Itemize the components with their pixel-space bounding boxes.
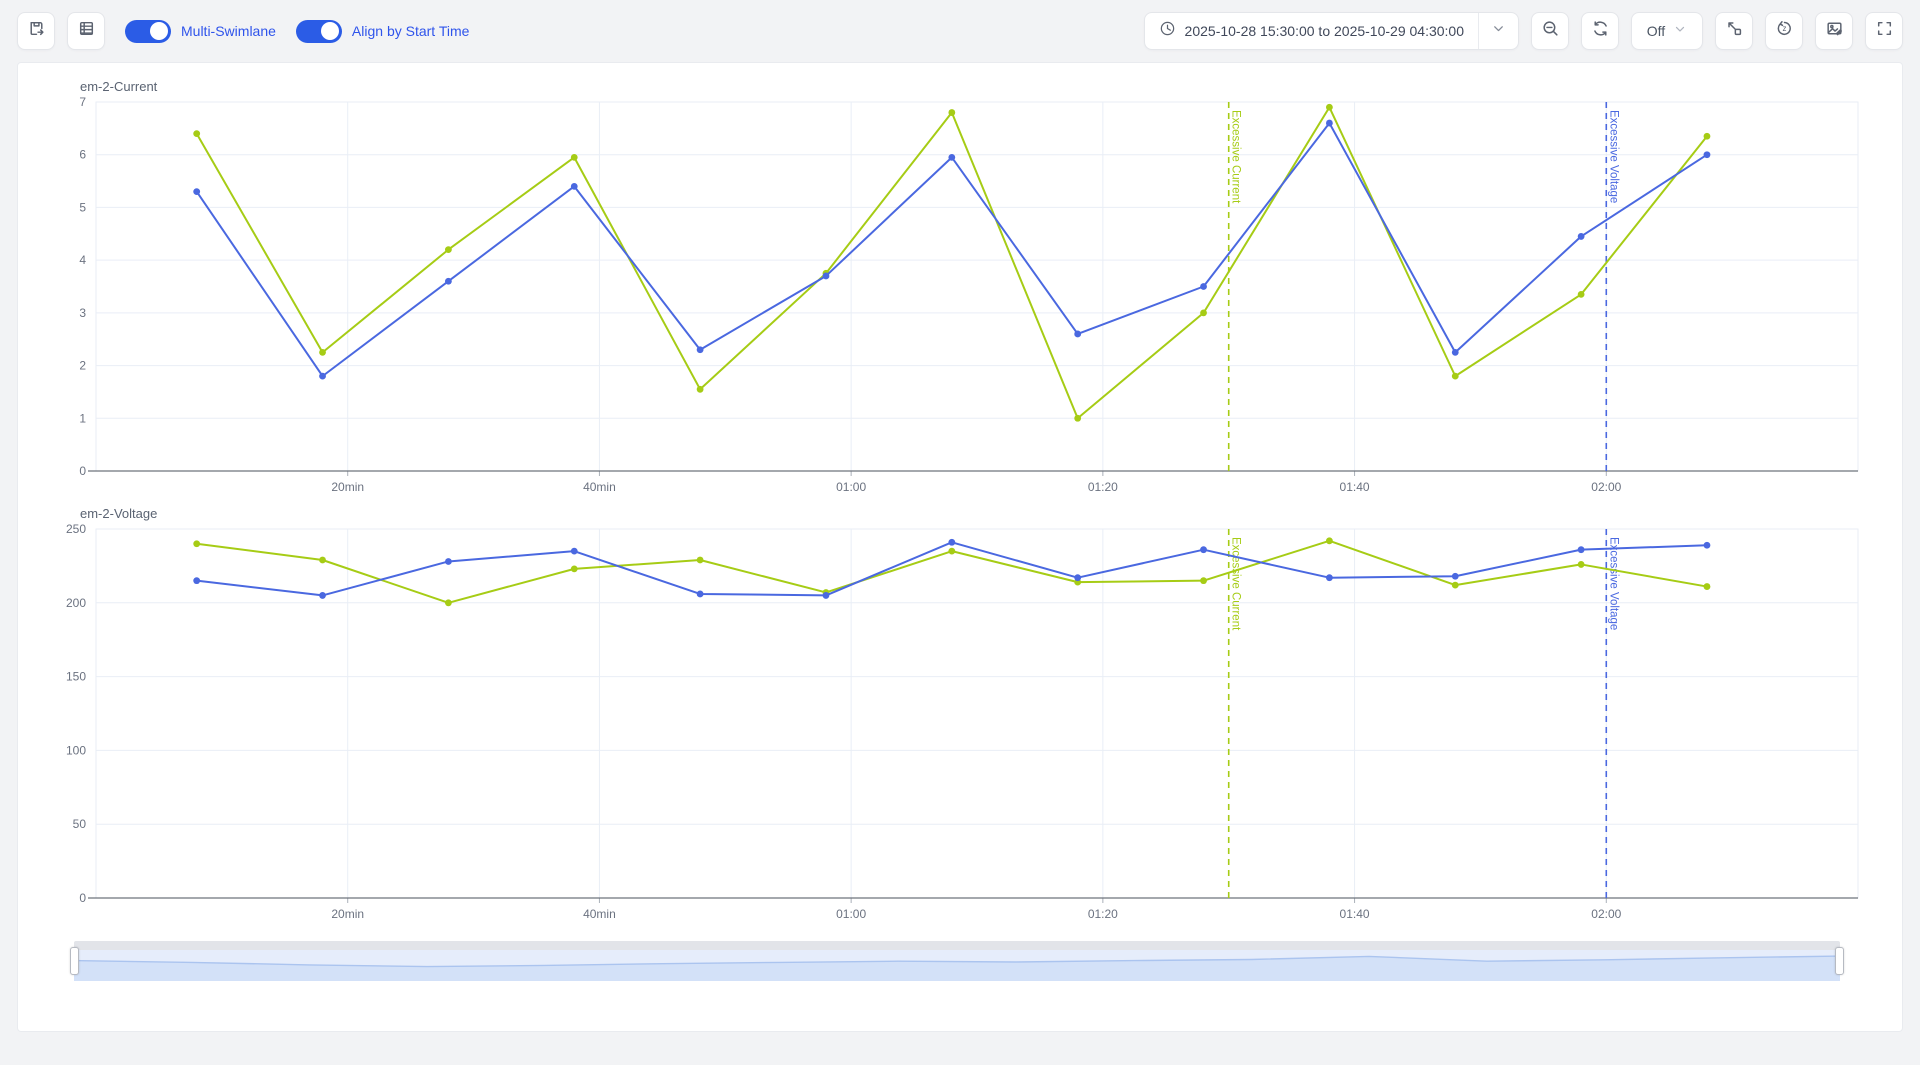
refresh-icon <box>1591 19 1610 43</box>
datazoom-track <box>74 941 1840 950</box>
svg-text:5: 5 <box>79 200 86 214</box>
auto-refresh-value: Off <box>1646 23 1666 39</box>
svg-text:Excessive Voltage: Excessive Voltage <box>1607 110 1619 203</box>
svg-text:02:00: 02:00 <box>1591 480 1621 494</box>
collapse-button[interactable] <box>1715 12 1753 50</box>
svg-text:0: 0 <box>79 464 86 478</box>
svg-text:Excessive Voltage: Excessive Voltage <box>1607 537 1619 630</box>
svg-text:6: 6 <box>79 148 86 162</box>
restore-button[interactable]: z <box>1765 12 1803 50</box>
svg-text:20min: 20min <box>331 907 364 921</box>
svg-text:Excessive Current: Excessive Current <box>1230 110 1242 204</box>
svg-text:50: 50 <box>73 817 87 831</box>
svg-text:01:00: 01:00 <box>836 480 866 494</box>
restore-icon: z <box>1775 19 1794 43</box>
datazoom-left-handle[interactable] <box>70 947 79 975</box>
svg-text:01:40: 01:40 <box>1340 907 1370 921</box>
charts-card: em-2-Current 0 1 2 3 4 5 6 7 20min 40min 01:00 01:2… <box>17 62 1903 1032</box>
refresh-button[interactable] <box>1581 12 1619 50</box>
datazoom-preview <box>74 950 1840 981</box>
svg-text:20min: 20min <box>331 480 364 494</box>
table-view-icon <box>77 19 96 43</box>
chart-title-voltage: em-2-Voltage <box>80 506 158 521</box>
zoom-out-button[interactable] <box>1531 12 1569 50</box>
zoom-out-icon <box>1541 19 1560 43</box>
collapse-icon <box>1725 19 1744 43</box>
auto-refresh-dropdown[interactable]: Off <box>1631 12 1703 50</box>
svg-text:0: 0 <box>79 891 86 905</box>
chart-title-current: em-2-Current <box>80 79 158 94</box>
svg-text:1: 1 <box>79 411 86 425</box>
chevron-down-icon <box>1673 22 1687 41</box>
svg-text:40min: 40min <box>583 907 616 921</box>
svg-text:01:00: 01:00 <box>836 907 866 921</box>
datazoom-slider[interactable] <box>70 941 1844 981</box>
svg-text:150: 150 <box>66 670 86 684</box>
svg-text:01:20: 01:20 <box>1088 480 1118 494</box>
svg-text:Excessive Current: Excessive Current <box>1230 537 1242 631</box>
svg-text:200: 200 <box>66 596 86 610</box>
chart-voltage[interactable]: 0 50 100 150 200 250 20min 40min 01:00 01:20 01:40… <box>38 523 1884 925</box>
multi-swimlane-toggle[interactable] <box>125 19 171 43</box>
time-range-picker[interactable]: 2025-10-28 15:30:00 to 2025-10-29 04:30:… <box>1145 13 1478 49</box>
svg-text:01:40: 01:40 <box>1340 480 1370 494</box>
save-image-button[interactable] <box>1815 12 1853 50</box>
clock-icon <box>1159 20 1176 42</box>
toggle-knob <box>150 22 168 40</box>
time-range-expand-button[interactable] <box>1478 13 1518 49</box>
align-start-label: Align by Start Time <box>351 23 470 39</box>
toolbar-right: 2025-10-28 15:30:00 to 2025-10-29 04:30:… <box>1143 12 1903 50</box>
export-icon <box>27 19 46 43</box>
svg-text:3: 3 <box>79 306 86 320</box>
svg-text:4: 4 <box>79 253 86 267</box>
svg-text:100: 100 <box>66 743 86 757</box>
toggle-knob <box>320 22 339 40</box>
fullscreen-button[interactable] <box>1865 12 1903 50</box>
fullscreen-icon <box>1875 19 1894 43</box>
save-image-icon <box>1825 19 1844 43</box>
chart-current[interactable]: 0 1 2 3 4 5 6 7 20min 40min 01:00 01:20 01:40 02:00 Ex… <box>38 96 1884 498</box>
chevron-down-icon <box>1491 21 1506 41</box>
datazoom-selection[interactable] <box>74 950 1840 981</box>
svg-text:01:20: 01:20 <box>1088 907 1118 921</box>
datazoom-right-handle[interactable] <box>1835 947 1844 975</box>
svg-text:250: 250 <box>66 523 86 536</box>
swimlane-voltage: em-2-Voltage 0 50 100 150 200 250 20min 40min 01… <box>38 506 1882 925</box>
align-start-control: Align by Start Time <box>295 19 470 43</box>
svg-text:40min: 40min <box>583 480 616 494</box>
time-range-control: 2025-10-28 15:30:00 to 2025-10-29 04:30:… <box>1143 12 1519 50</box>
swimlane-current: em-2-Current 0 1 2 3 4 5 6 7 20min 40min 01:00 01:2… <box>38 79 1882 498</box>
svg-text:2: 2 <box>79 359 86 373</box>
multi-swimlane-control: Multi-Swimlane <box>125 19 276 43</box>
time-range-value: 2025-10-28 15:30:00 to 2025-10-29 04:30:… <box>1184 23 1464 39</box>
export-button[interactable] <box>17 12 55 50</box>
toolbar: Multi-Swimlane Align by Start Time 2025-… <box>0 0 1920 62</box>
svg-text:z: z <box>1782 24 1786 33</box>
align-start-toggle[interactable] <box>295 19 342 43</box>
svg-text:02:00: 02:00 <box>1591 907 1621 921</box>
table-view-button[interactable] <box>67 12 105 50</box>
multi-swimlane-label: Multi-Swimlane <box>181 23 276 39</box>
svg-text:7: 7 <box>79 96 86 109</box>
